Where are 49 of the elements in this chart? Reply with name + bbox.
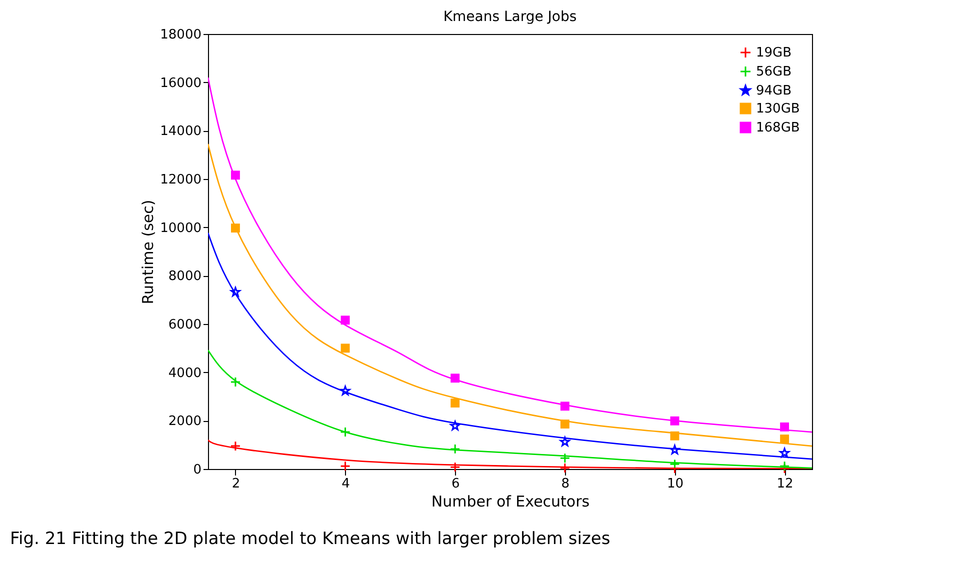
point [340, 344, 350, 353]
y-tick-label: 14000 [160, 124, 202, 140]
point [670, 458, 680, 470]
line-series [208, 232, 812, 460]
x-tick-label: 8 [561, 476, 570, 492]
point [340, 460, 350, 472]
legend-label: 168GB [756, 120, 800, 136]
x-tick-label: 12 [776, 476, 794, 492]
caption: Fig. 21 Fitting the 2D plate model to Kmeans with larger problem sizes [10, 529, 612, 549]
x-tick-label: 4 [342, 476, 350, 492]
point [230, 376, 241, 388]
x-axis-title: Number of Executors [431, 492, 590, 510]
x-tick-label: 2 [232, 476, 240, 492]
point [450, 420, 460, 430]
y-tick-label: 6000 [168, 318, 202, 332]
point [450, 444, 460, 454]
legend-label: 56GB [756, 64, 792, 80]
line-series [208, 349, 812, 469]
y-tick-label: 4000 [168, 366, 202, 381]
point [560, 452, 570, 464]
point [230, 440, 241, 452]
x-tick-label: 6 [451, 476, 460, 492]
point [340, 426, 350, 438]
legend-label: 94GB [756, 84, 792, 98]
line-series [208, 439, 812, 469]
y-tick-label: 2000 [168, 414, 202, 430]
legend-label: 130GB [756, 102, 800, 116]
y-tick-label: 18000 [160, 28, 202, 42]
point [450, 462, 460, 472]
y-tick-label: 16000 [160, 76, 202, 91]
point [230, 286, 240, 296]
point [780, 448, 790, 458]
point [779, 460, 790, 472]
y-tick-label: 12000 [160, 172, 202, 188]
point [450, 398, 460, 408]
y-tick-label: 0 [193, 462, 202, 478]
x-tick-label: 10 [666, 476, 684, 492]
point [340, 386, 350, 396]
line-series [208, 76, 812, 433]
y-tick-label: 10000 [160, 220, 202, 236]
point [560, 462, 570, 474]
point [780, 434, 790, 444]
legend-label: 19GB [756, 46, 792, 60]
y-axis-title: Runtime (sec) [139, 200, 158, 304]
chart-title: Kmeans Large Jobs [443, 9, 577, 25]
line-series [208, 143, 812, 447]
y-tick-label: 8000 [168, 269, 202, 284]
point [560, 436, 570, 446]
point [670, 444, 680, 454]
